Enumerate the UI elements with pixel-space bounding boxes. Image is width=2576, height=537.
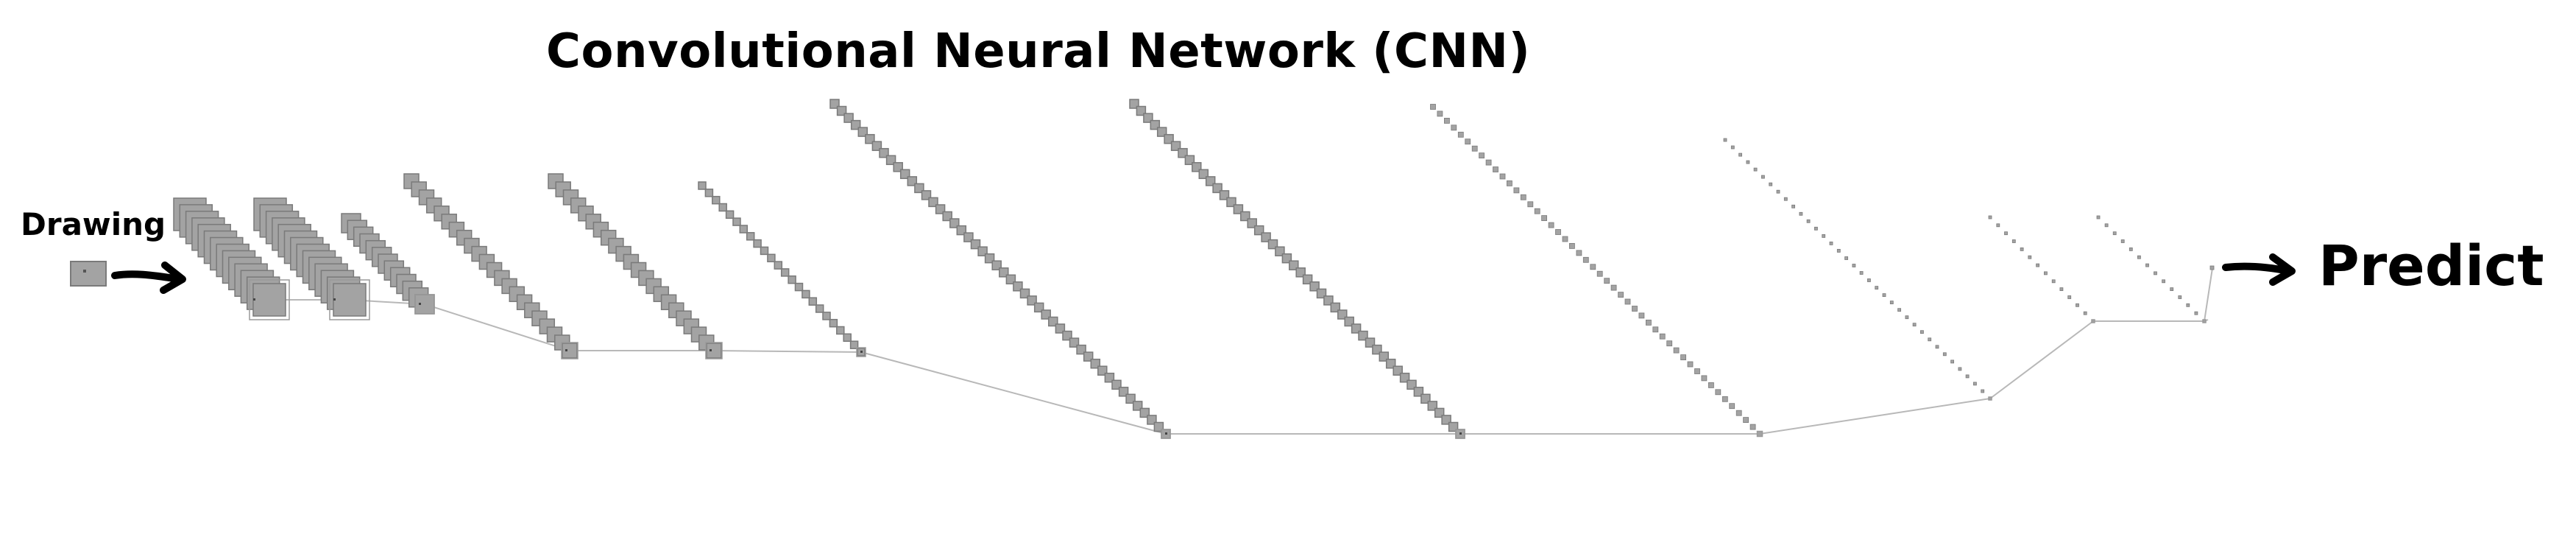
layer-frame-12 [2202, 319, 2207, 323]
layer-frame-11 [2091, 319, 2095, 323]
layer-stacks [173, 99, 2207, 439]
layer-stack-9 [1430, 104, 1763, 438]
layer-stack-11 [1988, 215, 2095, 323]
connector-line [1989, 320, 2094, 399]
output-node [2209, 265, 2215, 270]
connector-line [424, 303, 570, 351]
layer-stack-1 [173, 197, 290, 320]
layer-frame-1 [249, 279, 290, 320]
layer-frame-9 [1756, 430, 1763, 438]
layer-frame-8 [1455, 429, 1465, 439]
layer-stack-10 [1723, 138, 1992, 401]
layer-frame-3 [414, 294, 435, 315]
layer-stack-8 [1129, 99, 1465, 439]
layer-frame-2 [329, 279, 370, 320]
layer-stack-4 [403, 173, 578, 359]
layer-stack-5 [548, 173, 723, 359]
layer-frame-7 [1161, 429, 1171, 439]
output-label: Predict [2318, 233, 2544, 298]
layer-frame-5 [705, 342, 723, 359]
arrow-right-icon [111, 262, 186, 294]
input-label: Drawing [21, 206, 166, 242]
layer-frame-6 [856, 347, 866, 357]
connector-line [1759, 398, 1991, 435]
layer-stack-6 [698, 181, 866, 357]
connector-line [2204, 267, 2213, 322]
layer-stack-12 [2096, 215, 2207, 323]
connector-line [713, 350, 862, 353]
input-image [70, 261, 107, 287]
arrow-right-icon [2222, 253, 2296, 286]
layer-frame-10 [1988, 396, 1992, 401]
layer-stack-3 [341, 213, 435, 315]
layer-frame-4 [561, 342, 578, 359]
diagram-title: Convolutional Neural Network (CNN) [546, 24, 1531, 79]
layer-stack-2 [253, 197, 370, 320]
connector-line [860, 351, 1167, 435]
layer-stack-7 [829, 99, 1171, 439]
